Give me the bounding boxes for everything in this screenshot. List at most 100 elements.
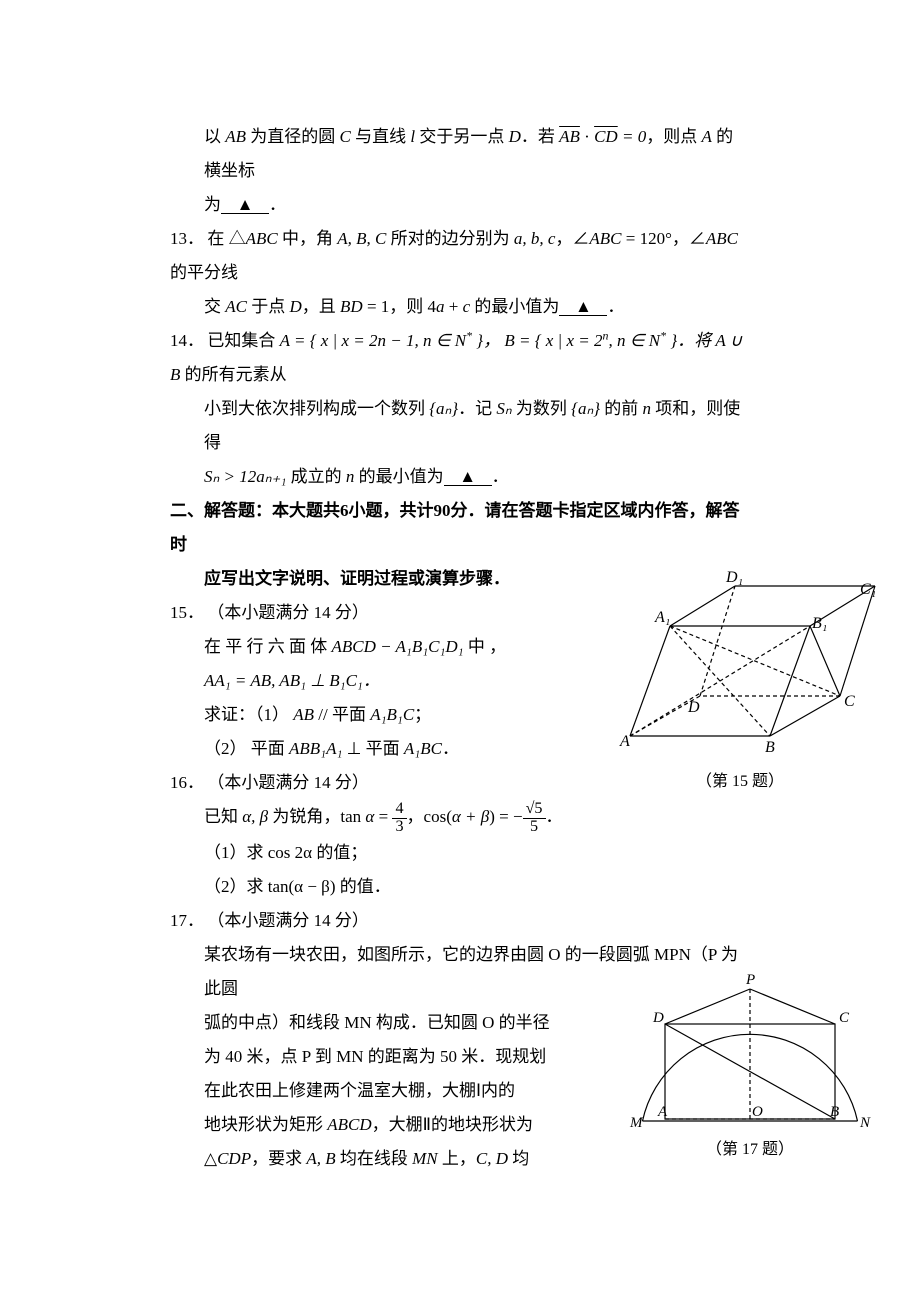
var-AB: A, B — [306, 1149, 335, 1168]
txt: 的所有元素从 — [180, 365, 286, 384]
var-AB: AB — [293, 705, 314, 724]
txt: 的最小值为 — [354, 467, 443, 486]
q17-fig-caption: （第 17 题） — [620, 1134, 880, 1166]
q14-line2: 小到大依次排列构成一个数列 {aₙ}．记 Sₙ 为数列 {aₙ} 的前 n 项和… — [170, 392, 750, 460]
txt: ) = − — [489, 807, 522, 826]
var-ab: α, β — [242, 807, 268, 826]
pts: （本小题满分 14 分） — [207, 773, 369, 792]
q16-p2: （2）求 tan(α − β) 的值． — [170, 870, 750, 904]
txt: = — [374, 807, 392, 826]
txt: 中 ， — [464, 637, 507, 656]
label-P: P — [745, 972, 755, 988]
txt: 为数列 — [512, 399, 572, 418]
label-B1: B₁ — [812, 615, 827, 632]
txt: ．记 — [458, 399, 496, 418]
set-A: A = { x | x = 2n − 1, n ∈ N — [280, 331, 466, 350]
q12-line2: 为▲． — [170, 188, 750, 222]
txt: 为锐角，tan — [268, 807, 365, 826]
txt: = 120°，∠ — [622, 229, 706, 248]
Sn: Sₙ — [496, 399, 511, 418]
denominator: 5 — [523, 819, 546, 836]
exam-page: 以 AB 为直径的圆 C 与直线 l 交于另一点 D．若 AB · CD = 0… — [0, 0, 920, 1236]
var-ABC: ABC — [246, 229, 278, 248]
txt: 已知集合 — [207, 331, 279, 350]
q14-number: 14． — [170, 324, 207, 358]
txt: 在 △ — [207, 229, 245, 248]
q14-line3: Sₙ > 12aₙ₊₁ 成立的 n 的最小值为▲． — [170, 460, 750, 494]
q15-number: 15． — [170, 596, 207, 630]
txt: 成立的 — [286, 467, 346, 486]
q17-block: 17．（本小题满分 14 分） 某农场有一块农田，如图所示，它的边界由圆 O 的… — [170, 904, 750, 1176]
frac-sqrt5-5: √55 — [523, 801, 546, 836]
txt: ． — [546, 807, 563, 826]
answer-blank: ▲ — [221, 196, 269, 214]
q16-l1: 已知 α, β 为锐角，tan α = 43，cos(α + β) = −√55… — [170, 800, 750, 836]
section2-title-l1: 二、解答题：本大题共6小题，共计90分．请在答题卡指定区域内作答，解答时 — [170, 494, 750, 562]
txt: ，且 — [302, 297, 340, 316]
var: ABC — [589, 229, 621, 248]
txt: 的前 — [600, 399, 643, 418]
pts: （本小题满分 14 分） — [207, 911, 369, 930]
var-C: C — [340, 127, 351, 146]
txt: 所对的边分别为 — [386, 229, 514, 248]
txt: 为 — [204, 195, 221, 214]
label-O: O — [752, 1104, 763, 1120]
label-C1: C₁ — [860, 581, 876, 598]
dot: · — [580, 127, 594, 146]
vec-AB: AB — [559, 127, 580, 146]
var-ABCD: ABCD — [327, 1115, 371, 1134]
seq-an: {aₙ} — [429, 399, 458, 418]
plane: A₁BC — [404, 739, 442, 758]
label-C: C — [844, 693, 855, 710]
txt: 上， — [438, 1149, 476, 1168]
txt: 求证：（1） — [204, 705, 293, 724]
label-D: D — [652, 1010, 664, 1026]
parallelepiped-diagram: A B C D A₁ B₁ C₁ D₁ — [600, 566, 880, 766]
pts: （本小题满分 14 分） — [207, 603, 369, 622]
q15-block: 15．（本小题满分 14 分） 在 平 行 六 面 体 ABCD − A₁B₁C… — [170, 596, 750, 766]
var-CD: C, D — [476, 1149, 508, 1168]
var-apb: α + β — [452, 807, 489, 826]
txt: ，∠ — [555, 229, 589, 248]
var-AC: AC — [225, 297, 247, 316]
txt: 小到大依次排列构成一个数列 — [204, 399, 429, 418]
q16-p1: （1）求 cos 2α 的值； — [170, 836, 750, 870]
label-B: B — [765, 739, 775, 756]
q15-figure: A B C D A₁ B₁ C₁ D₁ （第 15 题） — [600, 566, 880, 798]
q13-line2: 交 AC 于点 D，且 BD = 1，则 4a + c 的最小值为▲． — [170, 290, 750, 324]
var-a: a — [436, 297, 445, 316]
farm-field-diagram: M N A B C D O P — [620, 964, 880, 1134]
txt: = 1，则 4 — [363, 297, 436, 316]
txt: ，大棚Ⅱ的地块形状为 — [372, 1115, 533, 1134]
txt: 交于另一点 — [415, 127, 509, 146]
var-MN: MN — [412, 1149, 438, 1168]
txt: 与直线 — [351, 127, 411, 146]
txt: ．若 — [521, 127, 559, 146]
var-D: D — [509, 127, 521, 146]
txt: , n ∈ N — [608, 331, 660, 350]
numerator: √5 — [523, 801, 546, 819]
txt: ，cos( — [407, 807, 452, 826]
label-C: C — [839, 1010, 850, 1026]
label-A1: A₁ — [654, 609, 670, 626]
q15-fig-caption: （第 15 题） — [600, 766, 880, 798]
txt: ； — [414, 705, 431, 724]
txt: 均 — [508, 1149, 529, 1168]
txt: }， — [472, 331, 504, 350]
label-A: A — [657, 1104, 668, 1120]
q17-figure: M N A B C D O P （第 17 题） — [620, 964, 880, 1166]
label-D1: D₁ — [725, 569, 743, 586]
period: ． — [269, 195, 286, 214]
label-N: N — [859, 1115, 871, 1131]
var-n: n — [643, 399, 652, 418]
txt: 的平分线 — [170, 263, 238, 282]
var-D: D — [289, 297, 301, 316]
txt: ⊥ 平面 — [342, 739, 404, 758]
txt: // 平面 — [314, 705, 370, 724]
ineq: Sₙ > 12aₙ₊₁ — [204, 467, 286, 486]
vec-CD: CD — [594, 127, 618, 146]
txt: （2） 平面 — [204, 739, 289, 758]
seq-an: {aₙ} — [571, 399, 600, 418]
triangle-symbol: △ — [204, 1149, 217, 1168]
var-AB: AB — [225, 127, 246, 146]
